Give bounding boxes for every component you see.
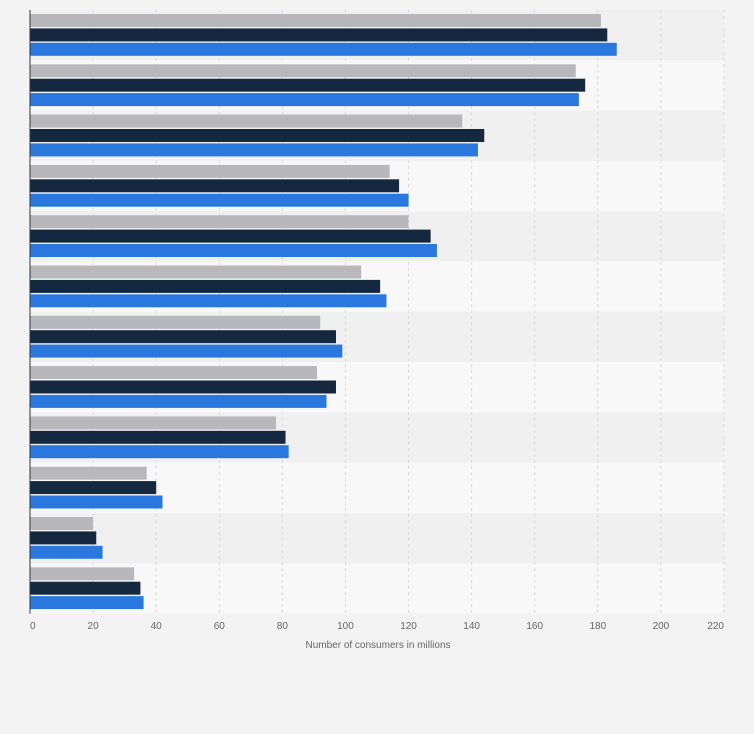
bar-series-2 (30, 78, 586, 92)
x-tick-label: 20 (88, 621, 100, 632)
bar-series-2 (30, 380, 336, 394)
bar-series-2 (30, 581, 141, 595)
x-tick-label: 100 (337, 621, 354, 632)
x-tick-label: 0 (30, 621, 36, 632)
x-tick-label: 60 (214, 621, 226, 632)
bar-series-1 (30, 466, 147, 480)
x-tick-label: 40 (151, 621, 163, 632)
x-tick-label: 120 (400, 621, 417, 632)
x-tick-label: 200 (653, 621, 670, 632)
x-tick-label: 180 (589, 621, 606, 632)
x-tick-label: 160 (526, 621, 543, 632)
x-tick-label: 80 (277, 621, 289, 632)
bar-series-3 (30, 545, 103, 559)
bar-series-2 (30, 129, 485, 142)
bar-series-1 (30, 315, 321, 329)
bar-series-1 (30, 366, 318, 380)
bar-series-2 (30, 279, 381, 293)
bar-series-1 (30, 114, 463, 128)
bar-series-2 (30, 330, 336, 344)
bar-series-1 (30, 265, 362, 279)
bar-series-1 (30, 14, 601, 27)
bar-series-3 (30, 344, 343, 358)
bar-series-3 (30, 143, 478, 157)
bar-series-3 (30, 294, 387, 308)
bar-series-2 (30, 28, 608, 42)
bar-series-2 (30, 229, 431, 243)
bar-series-3 (30, 244, 437, 257)
bar-series-3 (30, 596, 144, 610)
bar-series-3 (30, 495, 163, 509)
bar-series-1 (30, 517, 94, 530)
bar-series-3 (30, 394, 327, 408)
bar-series-3 (30, 193, 409, 207)
x-tick-label: 220 (707, 621, 724, 632)
x-tick-labels: 0 20 40 60 80 100 120 140 160 180 200 220 (30, 621, 724, 632)
bar-series-1 (30, 64, 576, 78)
bar-series-3 (30, 42, 617, 56)
bar-series-2 (30, 531, 97, 545)
bar-series-1 (30, 164, 390, 178)
gridlines (92, 10, 725, 614)
bar-series-1 (30, 215, 409, 229)
bar-series-2 (30, 481, 157, 495)
x-tick-label: 140 (463, 621, 480, 632)
bar-series-3 (30, 445, 289, 459)
row-band (30, 563, 724, 614)
x-axis-label: Number of consumers in millions (305, 640, 450, 651)
bar-series-2 (30, 430, 286, 444)
bar-series-1 (30, 416, 277, 430)
row-band (30, 513, 724, 564)
bar-series-2 (30, 179, 400, 193)
bars (30, 14, 617, 610)
bar-series-1 (30, 567, 135, 581)
bar-series-3 (30, 93, 579, 107)
